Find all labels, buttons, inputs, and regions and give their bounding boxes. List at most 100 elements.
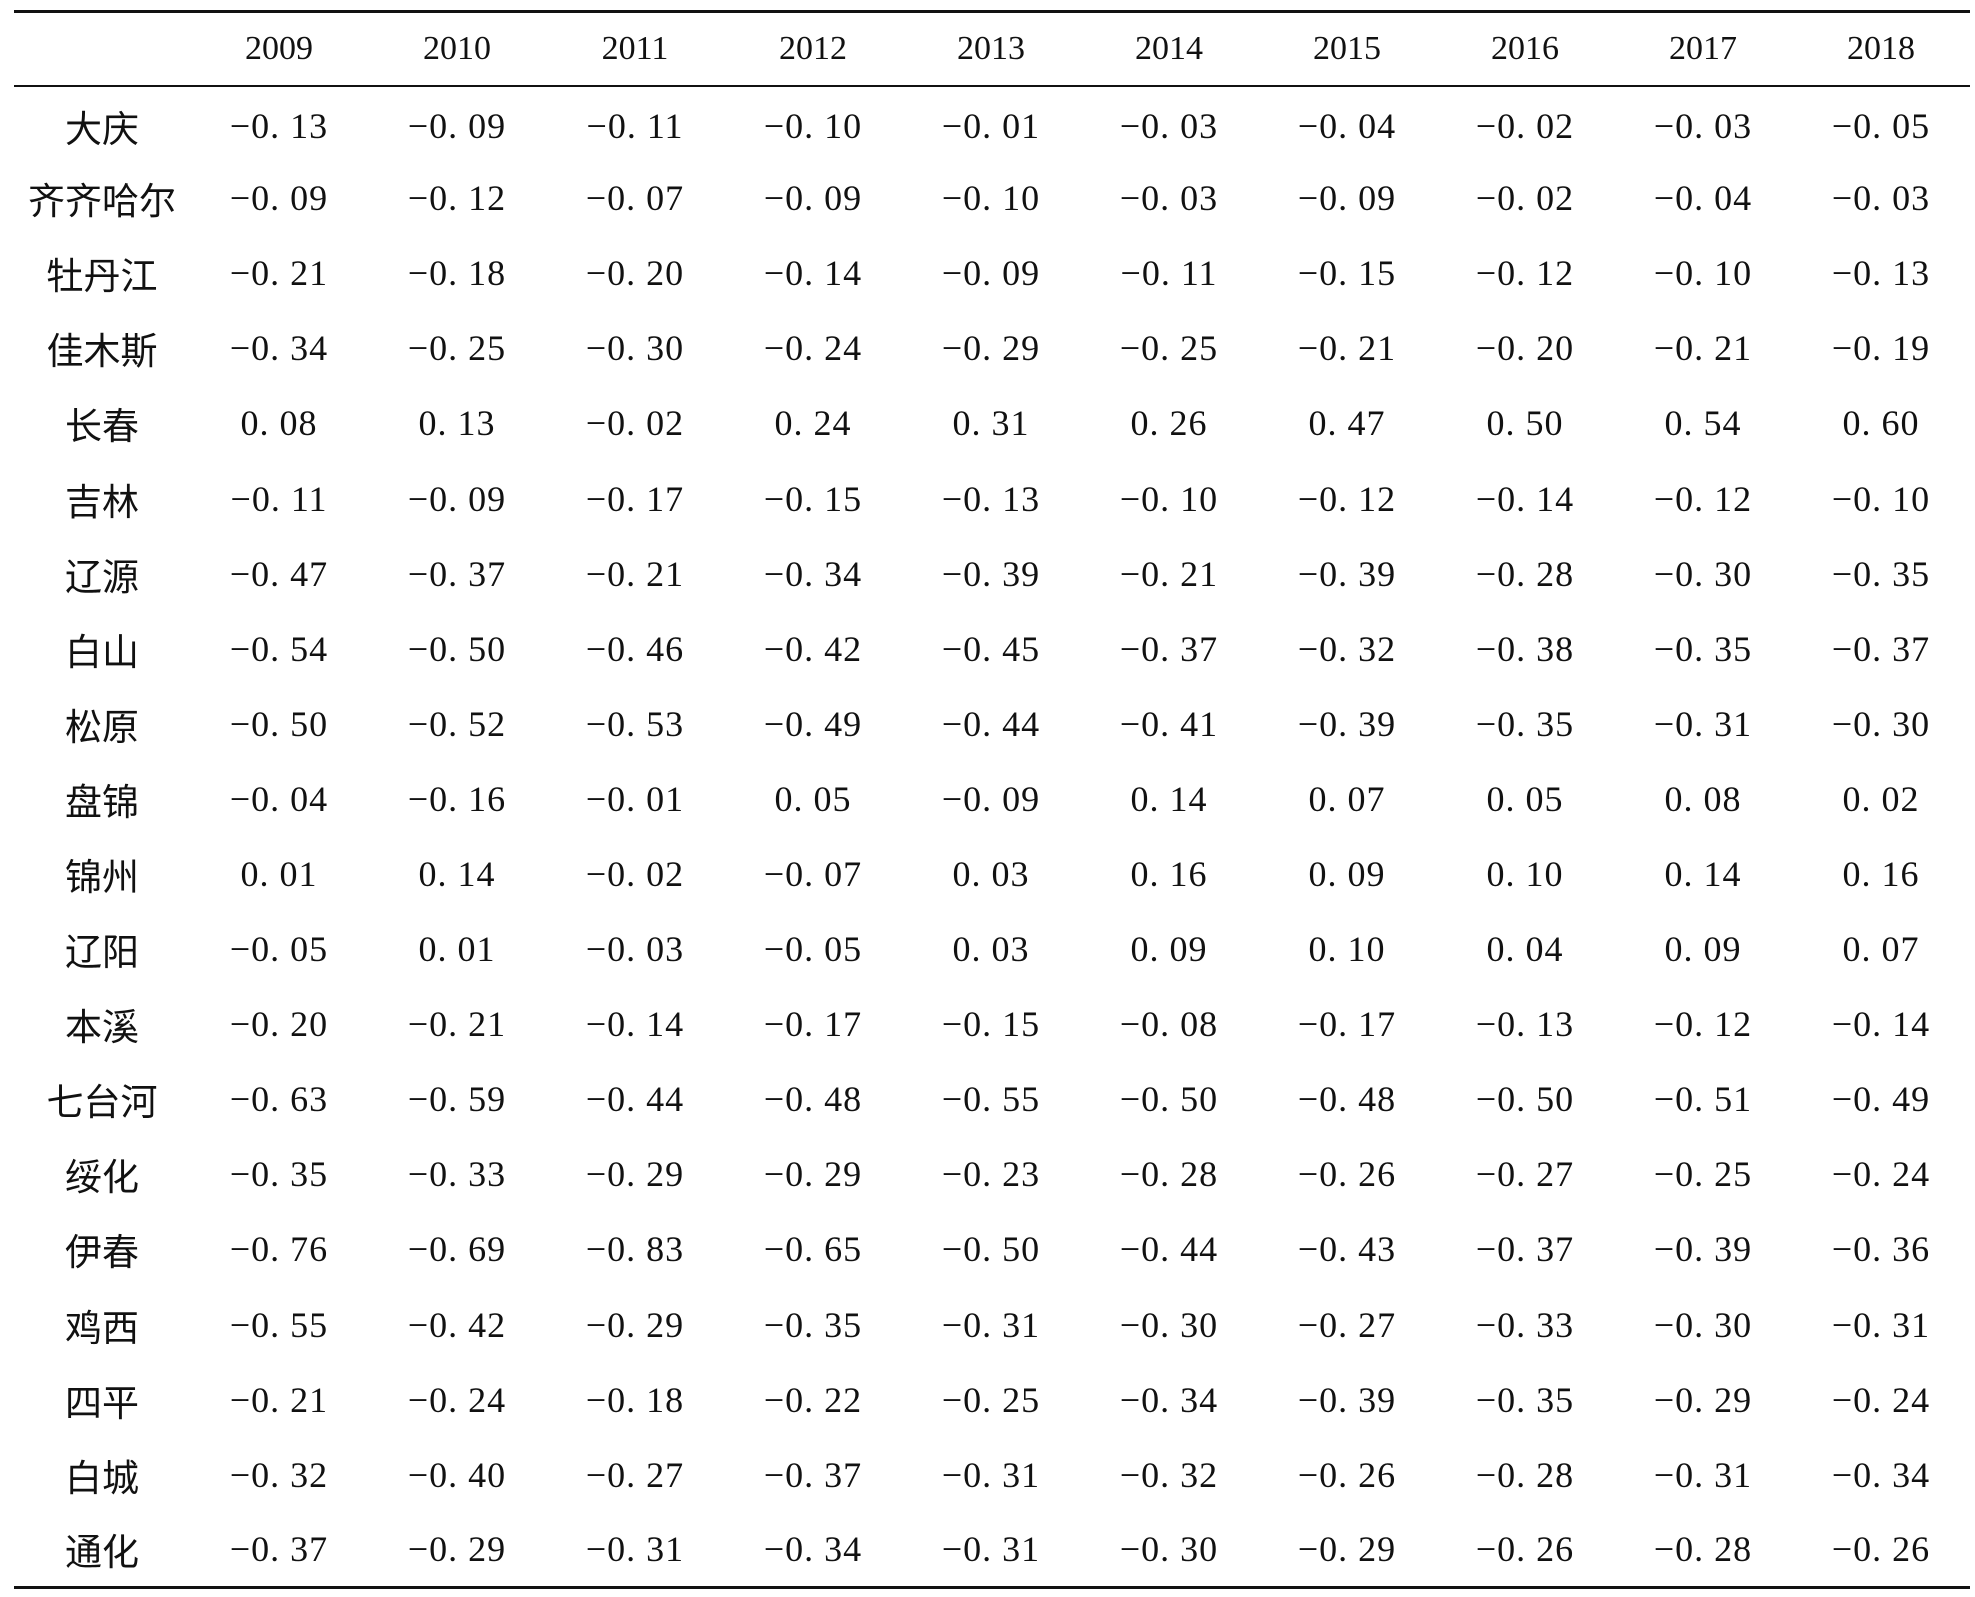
value-cell: −0. 31 <box>941 1304 1041 1345</box>
value-cell: 0. 02 <box>1842 778 1920 819</box>
value-cell: −0. 11 <box>230 478 328 519</box>
value-cell: −0. 53 <box>585 703 685 744</box>
value-cell: −0. 24 <box>1831 1379 1931 1420</box>
value-cell: −0. 34 <box>229 328 329 369</box>
value-cell: −0. 29 <box>763 1154 863 1195</box>
value-cell: −0. 28 <box>1475 553 1575 594</box>
value-cell: −0. 13 <box>941 478 1041 519</box>
value-cell: −0. 14 <box>1475 478 1575 519</box>
table-row: 七台河 −0. 63 −0. 59 −0. 44 −0. 48 −0. 55 −0. 50 −… <box>14 1062 1970 1137</box>
value-cell: −0. 37 <box>229 1529 329 1570</box>
value-cell: −0. 30 <box>1119 1529 1219 1570</box>
value-cell: −0. 28 <box>1119 1154 1219 1195</box>
value-cell: 0. 14 <box>1664 853 1742 894</box>
value-cell: 0. 03 <box>952 853 1030 894</box>
data-table-container: 2009 2010 2011 2012 2013 2014 2015 2016 2017 2018… <box>14 10 1970 1589</box>
value-cell: −0. 25 <box>1653 1154 1753 1195</box>
value-cell: −0. 05 <box>763 929 863 970</box>
value-cell: −0. 35 <box>1653 628 1753 669</box>
table-header: 2009 2010 2011 2012 2013 2014 2015 2016 2017 2018 <box>14 11 1970 87</box>
value-cell: 0. 10 <box>1486 853 1564 894</box>
value-cell: −0. 44 <box>1119 1229 1219 1270</box>
row-city-name: 白山 <box>65 632 139 674</box>
value-cell: −0. 15 <box>1297 253 1397 294</box>
value-cell: −0. 31 <box>941 1529 1041 1570</box>
value-cell: −0. 34 <box>763 553 863 594</box>
header-year-cell: 2014 <box>1080 11 1258 87</box>
value-cell: 0. 14 <box>1130 778 1208 819</box>
value-cell: 0. 08 <box>1664 778 1742 819</box>
value-cell: −0. 44 <box>585 1079 685 1120</box>
value-cell: −0. 35 <box>1475 703 1575 744</box>
value-cell: 0. 16 <box>1842 853 1920 894</box>
value-cell: −0. 03 <box>1831 178 1931 219</box>
value-cell: −0. 02 <box>1475 105 1575 146</box>
value-cell: −0. 21 <box>585 553 685 594</box>
value-cell: −0. 30 <box>585 328 685 369</box>
value-cell: −0. 26 <box>1297 1454 1397 1495</box>
value-cell: 0. 07 <box>1842 929 1920 970</box>
table-row: 锦州 0. 01 0. 14 −0. 02 −0. 07 0. 03 0. 16 0. 09 0… <box>14 836 1970 911</box>
value-cell: −0. 12 <box>407 178 507 219</box>
value-cell: 0. 04 <box>1486 929 1564 970</box>
value-cell: 0. 10 <box>1308 929 1386 970</box>
table-row: 牡丹江 −0. 21 −0. 18 −0. 20 −0. 14 −0. 09 −0. 11 −… <box>14 236 1970 311</box>
value-cell: −0. 09 <box>1297 178 1397 219</box>
value-cell: −0. 50 <box>1475 1079 1575 1120</box>
row-city-name: 鸡西 <box>65 1308 139 1350</box>
value-cell: −0. 03 <box>1119 178 1219 219</box>
city-year-table: 2009 2010 2011 2012 2013 2014 2015 2016 2017 2018… <box>14 10 1970 1589</box>
value-cell: −0. 13 <box>1475 1004 1575 1045</box>
value-cell: 0. 01 <box>240 853 318 894</box>
row-city-name: 七台河 <box>46 1083 158 1125</box>
value-cell: 0. 31 <box>952 403 1030 444</box>
header-year-cell: 2013 <box>902 11 1080 87</box>
value-cell: −0. 49 <box>763 703 863 744</box>
value-cell: −0. 17 <box>763 1004 863 1045</box>
value-cell: −0. 13 <box>229 105 329 146</box>
value-cell: −0. 76 <box>229 1229 329 1270</box>
row-city-name: 通化 <box>65 1533 139 1575</box>
value-cell: −0. 21 <box>1653 328 1753 369</box>
value-cell: −0. 25 <box>407 328 507 369</box>
value-cell: −0. 30 <box>1831 703 1931 744</box>
header-row: 2009 2010 2011 2012 2013 2014 2015 2016 2017 2018 <box>14 11 1970 87</box>
row-city-name: 绥化 <box>65 1158 139 1200</box>
value-cell: 0. 54 <box>1664 403 1742 444</box>
value-cell: −0. 15 <box>763 478 863 519</box>
value-cell: 0. 08 <box>240 403 318 444</box>
table-row: 辽阳 −0. 05 0. 01 −0. 03 −0. 05 0. 03 0. 09 0. 10… <box>14 912 1970 987</box>
value-cell: −0. 11 <box>1120 253 1218 294</box>
value-cell: −0. 14 <box>1831 1004 1931 1045</box>
value-cell: −0. 65 <box>763 1229 863 1270</box>
value-cell: −0. 31 <box>941 1454 1041 1495</box>
value-cell: −0. 20 <box>229 1004 329 1045</box>
value-cell: −0. 01 <box>941 105 1041 146</box>
value-cell: 0. 09 <box>1308 853 1386 894</box>
value-cell: −0. 35 <box>1475 1379 1575 1420</box>
value-cell: −0. 12 <box>1297 478 1397 519</box>
value-cell: −0. 31 <box>1653 1454 1753 1495</box>
value-cell: −0. 54 <box>229 628 329 669</box>
value-cell: −0. 14 <box>585 1004 685 1045</box>
value-cell: −0. 28 <box>1475 1454 1575 1495</box>
value-cell: −0. 09 <box>229 178 329 219</box>
value-cell: −0. 24 <box>1831 1154 1931 1195</box>
value-cell: −0. 50 <box>941 1229 1041 1270</box>
value-cell: 0. 07 <box>1308 778 1386 819</box>
value-cell: −0. 50 <box>229 703 329 744</box>
value-cell: 0. 13 <box>418 403 496 444</box>
value-cell: −0. 34 <box>763 1529 863 1570</box>
value-cell: −0. 41 <box>1119 703 1219 744</box>
value-cell: −0. 22 <box>763 1379 863 1420</box>
value-cell: −0. 07 <box>763 853 863 894</box>
value-cell: −0. 50 <box>1119 1079 1219 1120</box>
header-year-cell: 2009 <box>190 11 368 87</box>
value-cell: −0. 09 <box>407 105 507 146</box>
value-cell: −0. 34 <box>1119 1379 1219 1420</box>
value-cell: −0. 07 <box>585 178 685 219</box>
row-city-name: 齐齐哈尔 <box>28 182 176 224</box>
header-year-cell: 2015 <box>1258 11 1436 87</box>
value-cell: −0. 30 <box>1653 553 1753 594</box>
value-cell: −0. 31 <box>1831 1304 1931 1345</box>
